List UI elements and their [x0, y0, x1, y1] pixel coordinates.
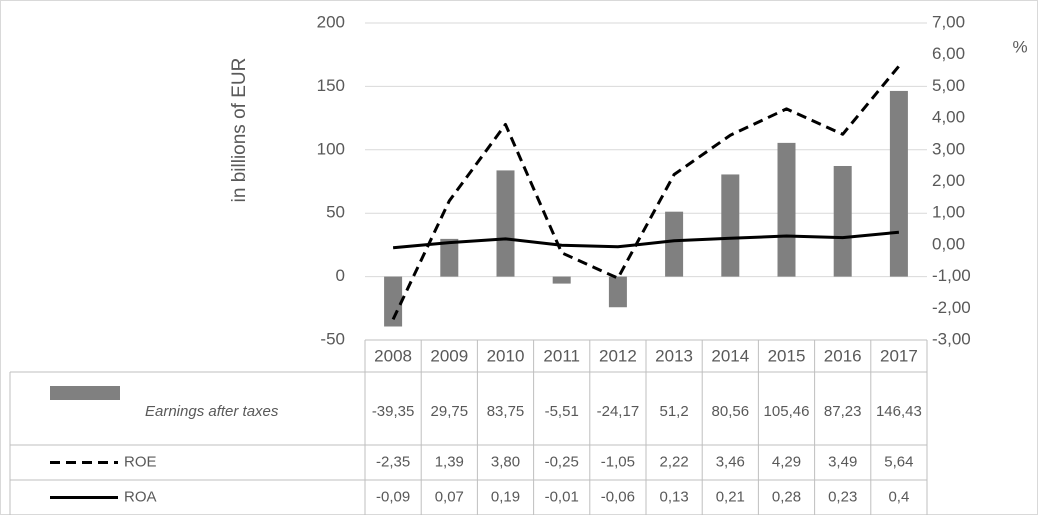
bar [608, 276, 627, 308]
x-tick-label: 2015 [768, 346, 806, 365]
y2-tick-label: 1,00 [932, 203, 965, 222]
table-value: 83,75 [487, 403, 525, 420]
y2-tick-label: 2,00 [932, 171, 965, 190]
bar [552, 276, 571, 284]
table-value: 146,43 [876, 403, 922, 420]
legend-label: ROA [124, 488, 157, 505]
table-value: 0,21 [716, 488, 745, 505]
y-tick-label: 0 [336, 266, 345, 285]
table-value: 0,28 [772, 488, 801, 505]
table-value: -0,09 [376, 488, 410, 505]
table-value: -5,51 [545, 403, 579, 420]
y-tick-label: -50 [320, 329, 345, 348]
legend-swatch [50, 386, 120, 400]
bar [721, 174, 740, 277]
table-value: 29,75 [431, 403, 469, 420]
line-roe [391, 65, 901, 321]
bar [440, 238, 459, 277]
line-roa [392, 230, 900, 250]
x-tick-label: 2008 [374, 346, 412, 365]
bar [889, 90, 908, 277]
y2-tick-label: 0,00 [932, 234, 965, 253]
table-value: -1,05 [601, 453, 635, 470]
table-value: -0,25 [545, 453, 579, 470]
y2-tick-label: -1,00 [932, 266, 971, 285]
table-value: 2,22 [659, 453, 688, 470]
y2-tick-label: -2,00 [932, 298, 971, 317]
y-tick-label: 100 [317, 139, 345, 158]
table-value: 87,23 [824, 403, 862, 420]
table-value: 3,49 [828, 453, 857, 470]
y2-tick-label: 7,00 [932, 12, 965, 31]
y2-tick-label: 4,00 [932, 108, 965, 127]
x-tick-label: 2012 [599, 346, 637, 365]
y2-axis-label: % [1012, 37, 1027, 56]
bar [777, 142, 796, 277]
y2-tick-label: 6,00 [932, 44, 965, 63]
table-value: -0,01 [545, 488, 579, 505]
table-value: 3,46 [716, 453, 745, 470]
x-tick-label: 2009 [430, 346, 468, 365]
table-value: 0,07 [435, 488, 464, 505]
table-value: 80,56 [712, 403, 750, 420]
x-tick-label: 2014 [711, 346, 749, 365]
table-value: 0,13 [659, 488, 688, 505]
y-tick-label: 50 [326, 203, 345, 222]
x-tick-label: 2011 [543, 346, 580, 365]
table-value: 0,23 [828, 488, 857, 505]
y-tick-label: 150 [317, 76, 345, 95]
y-tick-label: 200 [317, 12, 345, 31]
table-value: 3,80 [491, 453, 520, 470]
table-value: 0,4 [888, 488, 909, 505]
table-value: 105,46 [764, 403, 810, 420]
table-value: -2,35 [376, 453, 410, 470]
legend-label: Earnings after taxes [145, 403, 279, 420]
y2-tick-label: 5,00 [932, 76, 965, 95]
y2-tick-label: 3,00 [932, 139, 965, 158]
x-tick-label: 2017 [880, 346, 918, 365]
table-value: 0,19 [491, 488, 520, 505]
table-value: -0,06 [601, 488, 635, 505]
table-value: 51,2 [659, 403, 688, 420]
y-axis-label: in billions of EUR [229, 58, 250, 203]
y2-tick-label: -3,00 [932, 329, 971, 348]
bar [833, 165, 852, 277]
x-tick-label: 2013 [655, 346, 693, 365]
bar [496, 170, 515, 277]
table-value: 5,64 [884, 453, 913, 470]
x-tick-label: 2016 [824, 346, 862, 365]
table-value: 1,39 [435, 453, 464, 470]
bar [665, 211, 684, 277]
x-tick-label: 2010 [487, 346, 525, 365]
bar [384, 276, 403, 327]
legend-label: ROE [124, 453, 157, 470]
table-value: -39,35 [372, 403, 415, 420]
table-value: -24,17 [597, 403, 640, 420]
table-value: 4,29 [772, 453, 801, 470]
